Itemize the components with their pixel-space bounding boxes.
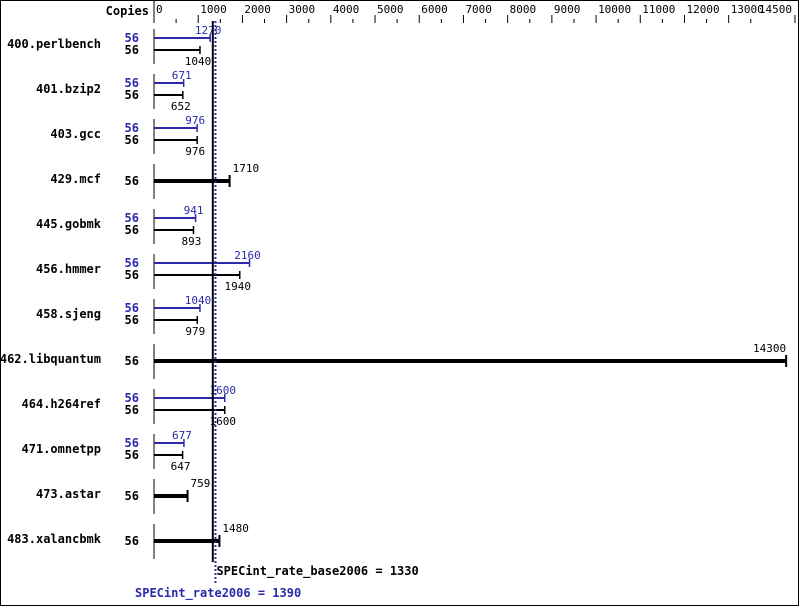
base-value-label: 1040	[185, 55, 212, 68]
base-value-label: 1710	[233, 162, 260, 175]
base-value-label: 1480	[222, 522, 249, 535]
base-copies: 56	[125, 268, 139, 282]
peak-copies: 56	[125, 76, 139, 90]
peak-value-label: 976	[185, 114, 205, 127]
peak-value-label: 941	[184, 204, 204, 217]
base-value-label: 759	[191, 477, 211, 490]
base-value-label: 979	[185, 325, 205, 338]
benchmark-label: 471.omnetpp	[22, 442, 101, 456]
peak-reference-label: SPECint_rate2006 = 1390	[135, 586, 301, 601]
peak-copies: 56	[125, 391, 139, 405]
base-copies: 56	[125, 174, 139, 188]
base-copies: 56	[125, 534, 139, 548]
benchmark-label: 401.bzip2	[36, 82, 101, 96]
benchmark-label: 462.libquantum	[1, 352, 101, 366]
x-tick-label: 4000	[333, 3, 360, 16]
x-tick-label: 1000	[200, 3, 227, 16]
base-value-label: 1940	[225, 280, 252, 293]
base-reference-label: SPECint_rate_base2006 = 1330	[216, 564, 418, 579]
base-copies: 56	[125, 313, 139, 327]
base-copies: 56	[125, 448, 139, 462]
x-tick-label: 0	[156, 3, 163, 16]
peak-value-label: 671	[172, 69, 192, 82]
peak-value-label: 1040	[185, 294, 212, 307]
base-copies: 56	[125, 354, 139, 368]
x-tick-label: 10000	[598, 3, 631, 16]
base-copies: 56	[125, 223, 139, 237]
copies-header: Copies	[106, 4, 149, 18]
base-value-label: 14300	[753, 342, 786, 355]
peak-copies: 56	[125, 436, 139, 450]
x-tick-label: 2000	[244, 3, 271, 16]
benchmark-label: 458.sjeng	[36, 307, 101, 321]
peak-value-label: 677	[172, 429, 192, 442]
benchmark-label: 464.h264ref	[22, 397, 101, 411]
peak-value-label: 2160	[234, 249, 261, 262]
x-tick-label: 7000	[465, 3, 492, 16]
x-tick-label: 5000	[377, 3, 404, 16]
x-tick-label: 9000	[554, 3, 581, 16]
base-copies: 56	[125, 403, 139, 417]
x-tick-label: 11000	[642, 3, 675, 16]
benchmark-label: 445.gobmk	[36, 217, 102, 231]
benchmark-label: 403.gcc	[50, 127, 101, 141]
peak-copies: 56	[125, 211, 139, 225]
x-tick-label: 12000	[686, 3, 719, 16]
x-tick-label: 8000	[510, 3, 536, 16]
base-value-label: 893	[182, 235, 202, 248]
base-value-label: 647	[171, 460, 191, 473]
peak-copies: 56	[125, 256, 139, 270]
base-copies: 56	[125, 88, 139, 102]
benchmark-label: 483.xalancbmk	[7, 532, 102, 546]
peak-copies: 56	[125, 121, 139, 135]
base-value-label: 652	[171, 100, 191, 113]
base-copies: 56	[125, 43, 139, 57]
base-copies: 56	[125, 133, 139, 147]
peak-copies: 56	[125, 31, 139, 45]
x-tick-label: 13000	[731, 3, 764, 16]
peak-value-label: 1270	[195, 24, 222, 37]
benchmark-label: 429.mcf	[50, 172, 101, 186]
peak-copies: 56	[125, 301, 139, 315]
x-tick-label: 3000	[289, 3, 316, 16]
base-copies: 56	[125, 489, 139, 503]
x-tick-label: 14500	[759, 3, 792, 16]
base-value-label: 976	[185, 145, 205, 158]
x-tick-label: 6000	[421, 3, 448, 16]
benchmark-label: 456.hmmer	[36, 262, 101, 276]
benchmark-label: 400.perlbench	[7, 37, 101, 51]
benchmark-label: 473.astar	[36, 487, 101, 501]
